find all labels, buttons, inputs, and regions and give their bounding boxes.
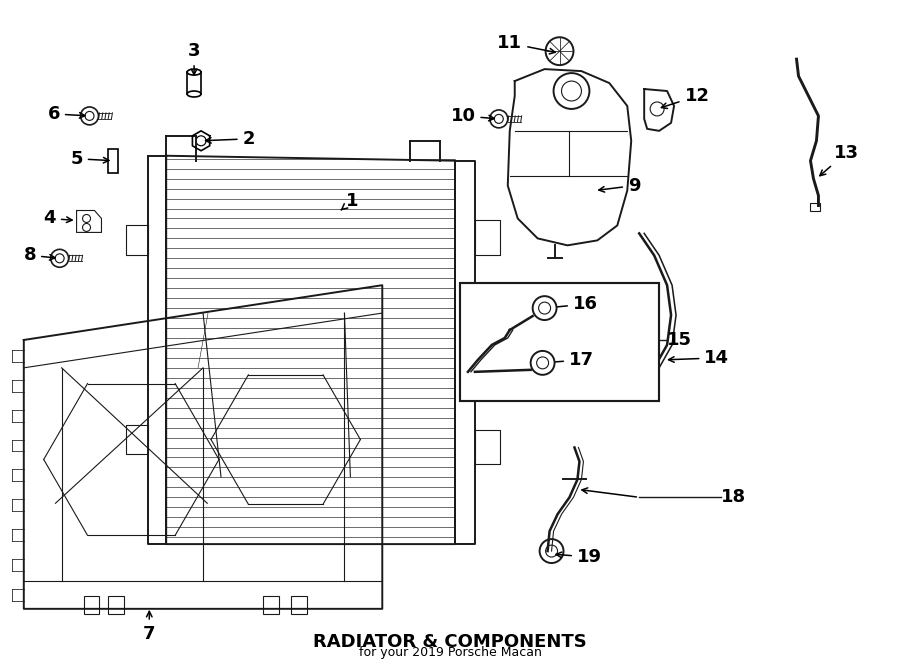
Circle shape — [196, 136, 206, 146]
Circle shape — [83, 224, 91, 232]
Bar — [108, 596, 124, 614]
Circle shape — [554, 73, 590, 109]
Ellipse shape — [187, 69, 201, 75]
Circle shape — [545, 545, 557, 557]
Text: 2: 2 — [205, 130, 255, 148]
Circle shape — [533, 296, 556, 320]
Ellipse shape — [187, 91, 201, 97]
Bar — [84, 596, 100, 614]
Text: 4: 4 — [43, 209, 72, 228]
Text: 8: 8 — [23, 246, 55, 264]
Text: 13: 13 — [820, 144, 859, 175]
Text: RADIATOR & COMPONENTS: RADIATOR & COMPONENTS — [313, 633, 587, 651]
Text: 9: 9 — [598, 177, 641, 195]
Text: 18: 18 — [721, 489, 746, 506]
Text: for your 2019 Porsche Macan: for your 2019 Porsche Macan — [358, 645, 542, 659]
Text: 7: 7 — [143, 611, 156, 643]
Text: 12: 12 — [662, 87, 709, 109]
Circle shape — [545, 37, 573, 65]
Text: 5: 5 — [70, 150, 109, 167]
Bar — [811, 203, 821, 211]
Circle shape — [81, 107, 98, 125]
Text: 16: 16 — [549, 295, 598, 313]
Text: 11: 11 — [497, 34, 555, 54]
Circle shape — [494, 115, 503, 123]
Circle shape — [540, 539, 563, 563]
Circle shape — [538, 302, 551, 314]
Circle shape — [562, 81, 581, 101]
Circle shape — [536, 357, 549, 369]
Bar — [263, 596, 279, 614]
Circle shape — [50, 250, 68, 267]
Circle shape — [85, 111, 94, 120]
Circle shape — [531, 351, 554, 375]
Text: 15: 15 — [667, 331, 692, 349]
Bar — [108, 149, 119, 173]
Bar — [460, 283, 659, 401]
Circle shape — [490, 110, 508, 128]
Text: 10: 10 — [450, 107, 494, 125]
Circle shape — [83, 214, 91, 222]
Text: 3: 3 — [188, 42, 201, 75]
Text: 14: 14 — [669, 349, 729, 367]
Text: 17: 17 — [547, 351, 594, 369]
Bar — [187, 72, 201, 94]
Circle shape — [650, 102, 664, 116]
Text: 1: 1 — [341, 191, 359, 210]
Text: 6: 6 — [48, 105, 85, 123]
Text: 19: 19 — [556, 548, 602, 566]
Bar — [291, 596, 307, 614]
Circle shape — [55, 254, 64, 263]
